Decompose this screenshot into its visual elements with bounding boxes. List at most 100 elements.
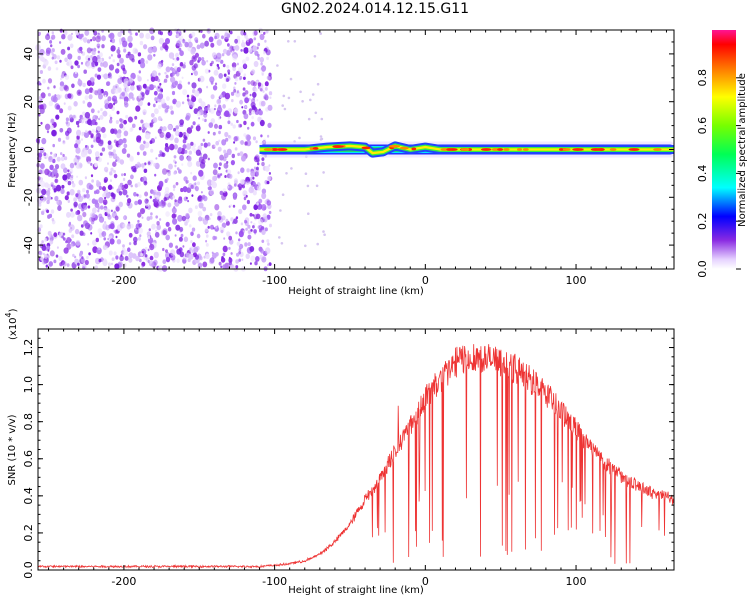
- noise-dot: [191, 94, 194, 99]
- noise-dot: [50, 184, 54, 187]
- noise-dot: [94, 121, 98, 126]
- noise-dot: [62, 174, 68, 181]
- noise-dot: [108, 250, 113, 256]
- colorbar-tick-label: 0.8: [696, 69, 709, 87]
- noise-dot: [141, 216, 144, 219]
- noise-dot: [264, 93, 268, 98]
- noise-dot: [114, 229, 118, 234]
- noise-dot: [66, 59, 73, 67]
- noise-dot: [84, 95, 89, 101]
- noise-dot: [236, 119, 239, 124]
- noise-dot: [104, 103, 110, 110]
- noise-dot: [49, 239, 54, 245]
- noise-dot: [46, 195, 52, 201]
- noise-dot: [258, 27, 263, 34]
- noise-dot: [159, 91, 162, 94]
- noise-dot: [124, 100, 128, 104]
- noise-dot: [174, 164, 177, 168]
- y-tick-label: 0.2: [22, 524, 35, 542]
- noise-dot: [100, 58, 103, 62]
- noise-dot: [143, 180, 148, 186]
- noise-dot: [81, 133, 84, 137]
- noise-dot: [204, 227, 209, 233]
- noise-dot: [102, 133, 107, 139]
- noise-dot: [149, 255, 154, 261]
- y-tick-label: 0.6: [22, 450, 35, 468]
- noise-dot: [216, 67, 219, 70]
- noise-dot: [41, 188, 47, 196]
- x-tick-label: 100: [566, 274, 587, 287]
- noise-dot: [162, 247, 165, 252]
- noise-dot: [91, 179, 94, 183]
- noise-dot: [242, 59, 247, 65]
- noise-dot: [233, 178, 238, 184]
- noise-dot: [205, 243, 209, 247]
- noise-dot: [75, 120, 80, 126]
- noise-dot: [178, 47, 182, 52]
- noise-dot: [218, 261, 222, 266]
- noise-dot: [201, 60, 206, 66]
- noise-dot: [121, 173, 124, 177]
- noise-dot: [243, 133, 247, 137]
- noise-dot: [155, 202, 160, 209]
- noise-dot: [100, 126, 106, 133]
- x-tick-label: 0: [422, 575, 429, 588]
- noise-dot: [67, 105, 72, 111]
- noise-dot: [123, 143, 128, 149]
- noise-dot: [216, 173, 221, 179]
- noise-dot: [197, 210, 203, 217]
- ridge-hotspot: [361, 146, 371, 150]
- noise-dot: [123, 78, 129, 85]
- noise-dot: [47, 86, 50, 90]
- noise-dot: [67, 46, 71, 51]
- noise-dot: [198, 156, 204, 163]
- noise-dot: [108, 56, 112, 60]
- noise-dot: [159, 218, 162, 221]
- noise-dot: [178, 236, 183, 242]
- noise-dot: [268, 164, 271, 167]
- ridge-hotspot: [411, 147, 417, 151]
- noise-dot: [202, 33, 206, 39]
- noise-dot: [143, 140, 146, 144]
- noise-dot: [255, 140, 258, 144]
- noise-dot: [200, 29, 203, 33]
- noise-dot: [147, 46, 154, 54]
- noise-dot: [126, 223, 132, 230]
- noise-dot: [194, 186, 199, 192]
- noise-dot: [63, 247, 69, 254]
- noise-dot: [56, 156, 61, 162]
- noise-dot: [226, 231, 231, 237]
- noise-dot: [90, 123, 93, 127]
- noise-dot: [160, 59, 164, 63]
- noise-dot: [150, 148, 154, 153]
- x-tick-label: -100: [262, 575, 287, 588]
- noise-dot: [228, 257, 232, 262]
- noise-dot: [235, 91, 241, 98]
- noise-dot: [298, 136, 301, 140]
- noise-dot: [130, 126, 134, 131]
- noise-dot: [225, 218, 229, 223]
- noise-dot: [40, 163, 45, 170]
- noise-dot: [173, 206, 176, 209]
- noise-dot: [134, 200, 139, 206]
- noise-dot: [51, 34, 56, 40]
- noise-dot: [75, 147, 81, 154]
- noise-dot: [98, 93, 103, 100]
- noise-dot: [137, 212, 142, 218]
- noise-dot: [196, 111, 201, 117]
- noise-dot: [157, 86, 160, 89]
- noise-dot: [217, 116, 221, 121]
- noise-dot: [127, 35, 133, 43]
- noise-dot: [63, 102, 66, 105]
- noise-dot: [43, 253, 48, 259]
- noise-dot: [114, 130, 118, 135]
- noise-dot: [173, 213, 177, 218]
- noise-dot: [174, 234, 177, 237]
- noise-dot: [133, 236, 138, 243]
- noise-dot: [122, 138, 127, 144]
- noise-dot: [83, 220, 88, 227]
- noise-dot: [232, 54, 238, 61]
- noise-dot: [123, 48, 127, 53]
- noise-dot: [54, 178, 59, 184]
- noise-dot: [192, 242, 196, 248]
